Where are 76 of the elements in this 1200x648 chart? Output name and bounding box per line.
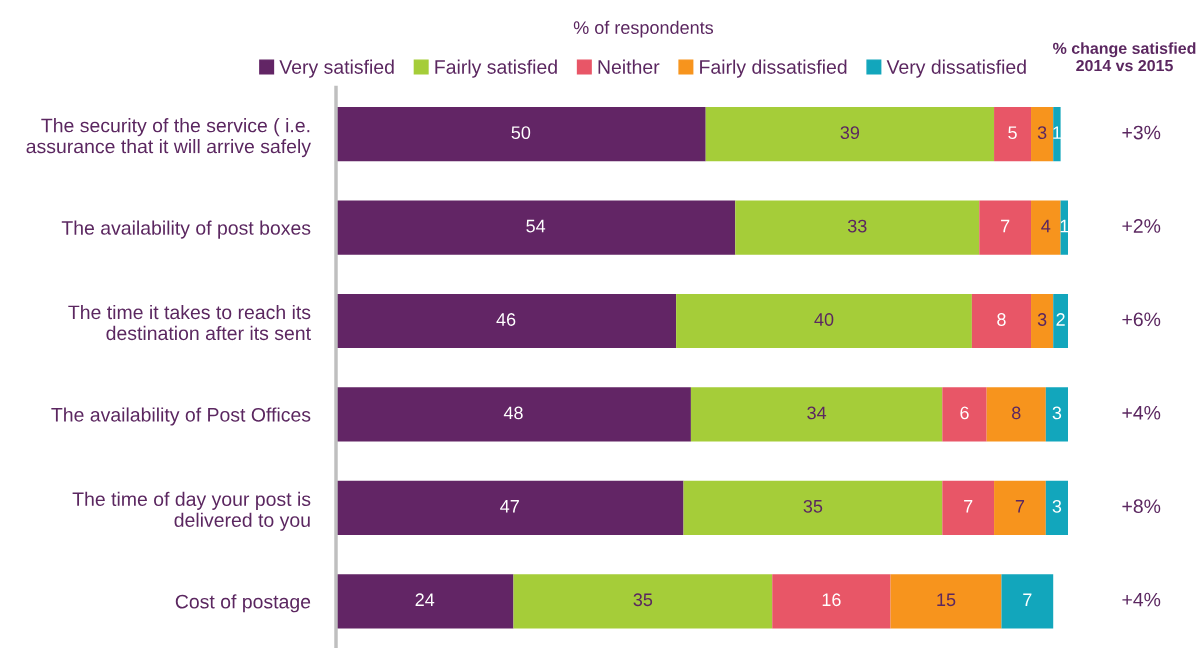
- bar: [1031, 107, 1054, 162]
- data-label: 7: [1015, 500, 1025, 513]
- bar: [971, 293, 1032, 349]
- bar: [735, 200, 980, 255]
- data-label: 50: [511, 126, 531, 140]
- data-label: 7: [964, 500, 973, 513]
- data-label: 7: [1023, 593, 1032, 606]
- legend-label: Very satisfied: [279, 59, 394, 78]
- bar: [1031, 293, 1054, 349]
- text: +4%: [1122, 592, 1161, 607]
- data-label: 3: [1052, 499, 1062, 513]
- data-label: 39: [840, 126, 860, 140]
- bar: [705, 107, 995, 162]
- data-label: 40: [814, 313, 834, 326]
- text: +2%: [1122, 219, 1161, 233]
- data-label: 34: [807, 406, 827, 420]
- legend-label: Fairly dissatisfied: [700, 59, 847, 78]
- data-label: 33: [847, 219, 867, 233]
- y-tick-label: The time it takes to reach its destination after its sent: [68, 304, 311, 341]
- bar: [336, 480, 684, 535]
- y-tick-label: The time of day your post is delivered to you: [72, 491, 311, 531]
- legend-label: Very dissatisfied: [886, 59, 1026, 78]
- data-label: 3: [1037, 313, 1047, 326]
- data-label: 47: [500, 500, 519, 513]
- bar: [994, 107, 1032, 162]
- data-label: 1: [1053, 126, 1062, 139]
- bar: [336, 200, 736, 255]
- data-label: 15: [937, 593, 956, 607]
- text: +4%: [1122, 405, 1161, 420]
- bar: [1045, 480, 1068, 535]
- bar: [1031, 200, 1061, 255]
- bar: [994, 480, 1046, 535]
- data-label: 3: [1037, 126, 1047, 140]
- bar: [1053, 107, 1061, 162]
- text: +8%: [1122, 499, 1161, 514]
- legend-label: Neither: [598, 59, 660, 74]
- data-label: 35: [803, 499, 823, 513]
- bar: [942, 387, 987, 442]
- data-label: 24: [415, 593, 435, 606]
- bar: [336, 387, 691, 442]
- chart-title: % of respondents: [573, 20, 714, 38]
- bar: [890, 574, 1002, 629]
- bar: [690, 387, 943, 442]
- y-tick-label: The availability of Post Offices: [51, 407, 311, 426]
- data-label: 8: [1012, 406, 1021, 420]
- data-label: 54: [526, 219, 546, 233]
- bar: [336, 293, 677, 349]
- data-label: 16: [822, 593, 841, 607]
- data-label: 7: [1001, 219, 1010, 233]
- data-label: 3: [1052, 406, 1062, 420]
- bar: [979, 200, 1032, 255]
- data-label: 2: [1056, 313, 1065, 326]
- bar: [336, 107, 706, 162]
- bar: [336, 574, 514, 629]
- data-label: 35: [633, 593, 653, 607]
- data-label: 8: [997, 313, 1006, 326]
- bar: [942, 480, 995, 535]
- text: +6%: [1122, 312, 1161, 327]
- data-label: 46: [496, 313, 516, 326]
- bar: [772, 574, 891, 629]
- y-tick-label: Cost of postage: [175, 594, 311, 613]
- text: % change satisfied 2014 vs 2015: [1053, 42, 1196, 72]
- data-label: 5: [1008, 126, 1017, 140]
- bar: [986, 387, 1046, 442]
- bar: [1045, 387, 1068, 442]
- text: +3%: [1122, 125, 1161, 140]
- bar: [513, 574, 773, 629]
- bar: [1001, 574, 1054, 629]
- y-tick-label: The availability of post boxes: [61, 220, 311, 239]
- y-tick-label: The security of the service ( i.e. assurance that it will arrive safely: [26, 118, 311, 158]
- data-label: 6: [960, 406, 969, 420]
- legend-label: Fairly satisfied: [435, 59, 557, 78]
- data-label: 4: [1041, 219, 1051, 233]
- data-label: 48: [503, 406, 523, 420]
- bar: [683, 480, 943, 535]
- bar: [676, 293, 972, 349]
